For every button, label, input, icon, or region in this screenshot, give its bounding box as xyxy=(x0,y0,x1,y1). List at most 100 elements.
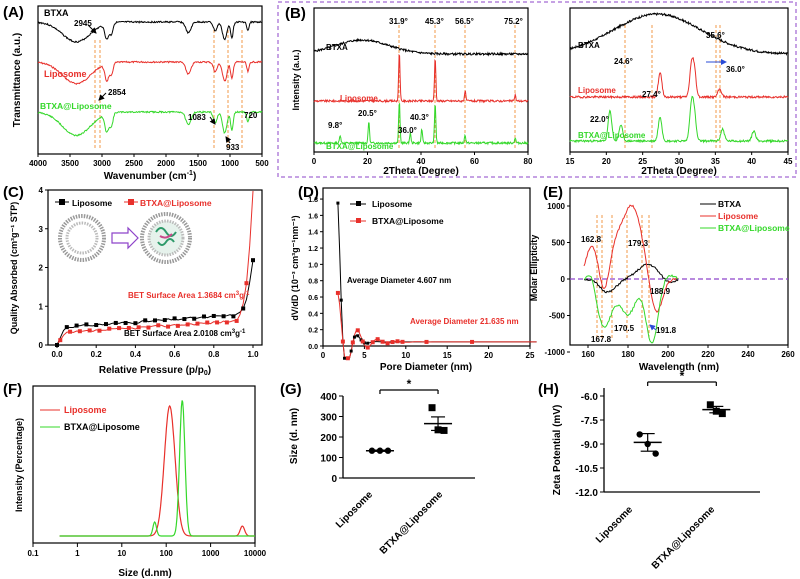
marker-liposome xyxy=(352,335,356,339)
y-tick-label: 400 xyxy=(320,392,337,403)
x-tick-label: 15 xyxy=(443,351,452,360)
annot-22-0: 22.0° xyxy=(590,115,609,124)
annot-170-5: 170.5 xyxy=(614,324,635,333)
marker-liposome xyxy=(113,320,118,325)
x-tick-label: 4000 xyxy=(29,159,47,168)
marker-btxa-liposome xyxy=(375,337,380,342)
marker-liposome xyxy=(143,318,148,323)
x-tick-label: 0 xyxy=(321,351,326,360)
x-tick-label: 80 xyxy=(524,157,533,166)
series-btxa-liposome-b2 xyxy=(569,95,789,144)
y-tick-label: 1.6 xyxy=(308,213,318,220)
y-tick-label: 1000 xyxy=(547,202,565,211)
markers-btxa-liposome-d xyxy=(335,290,475,361)
plot-frame-d xyxy=(322,187,531,347)
annot-188-9: 188.9 xyxy=(650,287,671,296)
x-ticks-a: 4000 3500 3000 2500 2000 1500 1000 500 xyxy=(29,154,269,168)
x-tick-label: 20 xyxy=(363,157,372,166)
marker-btxa-liposome xyxy=(126,325,131,330)
y-tick-label: 1 xyxy=(39,302,44,311)
x-tick-label: 0.0 xyxy=(51,350,63,359)
marker-liposome xyxy=(192,316,197,321)
marker-liposome xyxy=(336,201,340,205)
marker-btxa-liposome xyxy=(360,339,365,344)
series-btxa-liposome-e xyxy=(583,274,679,344)
marker-btxa-liposome xyxy=(97,328,102,333)
legend-btxa-liposome-b2: BTXA@Liposome xyxy=(578,131,646,140)
annot-1083: 1083 xyxy=(188,113,206,122)
legend-btxa-b2: BTXA xyxy=(578,41,600,50)
legend-liposome-f: Liposome xyxy=(64,405,107,415)
x-tick-label: 5 xyxy=(362,351,367,360)
legend-btxa-a: BTXA xyxy=(44,8,69,18)
marker-liposome xyxy=(94,323,99,328)
annot-2945: 2945 xyxy=(74,19,92,28)
marker-btxa-liposome xyxy=(345,356,350,361)
x-tick-label: 25 xyxy=(638,157,647,166)
series-liposome-a xyxy=(37,60,263,86)
annot-36-0: 36.0° xyxy=(398,126,417,135)
marker-btxa-liposome xyxy=(156,323,161,328)
x-tick-label: 35 xyxy=(711,157,720,166)
x-axis-label-f: Size (d.nm) xyxy=(118,568,171,579)
legend-btxa-liposome-c: BTXA@Liposome xyxy=(140,198,212,208)
marker-btxa-liposome xyxy=(224,320,229,325)
panel-label-c: (C) xyxy=(3,184,24,201)
axis-ticks-f: 0.1 1 10 100 1000 10000 xyxy=(27,543,267,558)
category-label-liposome-h: Liposome xyxy=(594,504,635,545)
panel-label-h: (H) xyxy=(538,381,559,398)
marker-btxa-liposome xyxy=(395,339,400,344)
x-axis-label-d: Pore Diameter (nm) xyxy=(380,362,472,373)
y-tick-label: 0 xyxy=(39,341,44,350)
x-tick-label: 1 xyxy=(75,549,80,558)
data-point xyxy=(652,450,659,457)
x-ticks-b1: 0 20 40 60 80 xyxy=(312,152,533,166)
panel-h: (H) -6.0 -7.5 -9.0 -10.5 -12.0 Zeta Potentia… xyxy=(538,369,760,572)
marker-liposome xyxy=(123,320,128,325)
x-tick-label: 40 xyxy=(417,157,426,166)
y-tick-label: -500 xyxy=(549,312,566,321)
panel-c: (C) 0.0 0.2 0.4 0.6 0.8 1.0 0 1 2 3 4 Relative Pre… xyxy=(3,184,263,377)
y-tick-label: -12.0 xyxy=(575,488,598,499)
marker-liposome xyxy=(231,314,236,319)
series-btxa-e xyxy=(583,263,679,294)
x-tick-label: 260 xyxy=(781,350,795,359)
marker-liposome xyxy=(133,321,138,326)
annot-20-5: 20.5° xyxy=(358,109,377,118)
marker-btxa-liposome xyxy=(175,323,180,328)
y-axis-label-a: Transmittance (a.u.) xyxy=(12,33,23,127)
y-tick-label: 1.0 xyxy=(308,262,318,269)
annot-720: 720 xyxy=(244,111,258,120)
marker-liposome xyxy=(64,325,69,330)
data-marks-g xyxy=(365,389,453,454)
marker-btxa-liposome xyxy=(205,320,210,325)
x-tick-label: 220 xyxy=(701,350,715,359)
panel-d: (D) 0 5 10 15 20 25 0.0 0.2 0.4 0.6 0.8 1.0 1.2 1.4 1.… xyxy=(290,184,537,373)
x-axis-label-a: Wavenumber (cm-1) xyxy=(104,170,197,182)
x-tick-label: 0.8 xyxy=(208,350,220,359)
legend-btxa-liposome-a: BTXA@Liposome xyxy=(40,101,112,111)
x-axis-label-c: Relative Pressure (p/p0) xyxy=(99,365,211,377)
y-axis-label-f: Intensity (Percentage) xyxy=(14,418,24,512)
x-tick-label: 0 xyxy=(312,157,317,166)
marker-liposome xyxy=(84,322,89,327)
y-tick-label: 2 xyxy=(39,264,44,273)
axis-ticks-e: 160 180 200 220 240 260 1000 500 0 -500 -1000 xyxy=(545,202,796,359)
x-tick-label: 20 xyxy=(484,351,493,360)
marker-liposome xyxy=(182,317,187,322)
series-btxa-a xyxy=(37,20,263,43)
marker-liposome xyxy=(162,318,167,323)
axis-ticks-d: 0 5 10 15 20 25 0.0 0.2 0.4 0.6 0.8 1.0 1.2 1.4 1.6 1.8 xyxy=(308,197,535,360)
legend-btxa-b1: BTXA xyxy=(326,43,348,52)
y-axis-label-e: Molar Ellipticity xyxy=(529,235,539,302)
marker-liposome xyxy=(153,318,157,323)
axes-g: 0 100 200 300 400 xyxy=(320,392,475,485)
annot-933: 933 xyxy=(226,143,240,152)
x-tick-label: 500 xyxy=(255,159,269,168)
annot-2854: 2854 xyxy=(108,88,126,97)
x-tick-label: 2000 xyxy=(157,159,175,168)
panel-label-f: (F) xyxy=(3,381,22,398)
y-tick-label: 500 xyxy=(552,239,566,248)
legend-btxa-liposome-d: BTXA@Liposome xyxy=(372,216,444,226)
